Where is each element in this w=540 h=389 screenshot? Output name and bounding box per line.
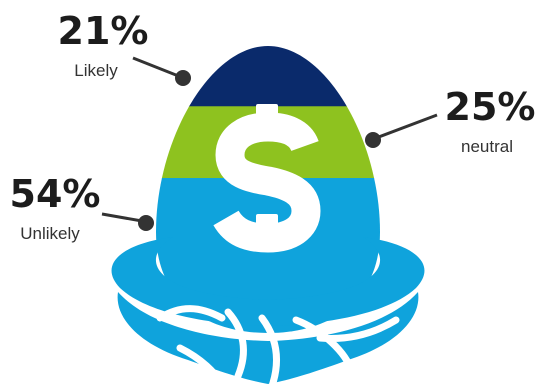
leader-dot-likely	[175, 70, 191, 86]
data-label-neutral-category: neutral	[461, 137, 513, 156]
data-labels: 21% Likely 25% neutral 54% Unlikely	[10, 9, 536, 243]
dollar-sign-icon	[213, 104, 321, 253]
leader-dot-neutral	[365, 132, 381, 148]
data-label-likely-value: 21%	[58, 9, 149, 53]
data-label-likely-category: Likely	[74, 61, 118, 80]
leader-line-neutral	[375, 113, 438, 140]
data-label-unlikely-value: 54%	[10, 172, 101, 216]
leader-line-likely	[132, 56, 182, 79]
nest-rim	[111, 237, 425, 326]
nest	[111, 237, 425, 389]
data-label-neutral-value: 25%	[445, 85, 536, 129]
data-label-unlikely-category: Unlikely	[20, 224, 80, 243]
leader-line-unlikely	[101, 212, 143, 223]
leader-lines	[101, 56, 438, 231]
leader-dot-unlikely	[138, 215, 154, 231]
